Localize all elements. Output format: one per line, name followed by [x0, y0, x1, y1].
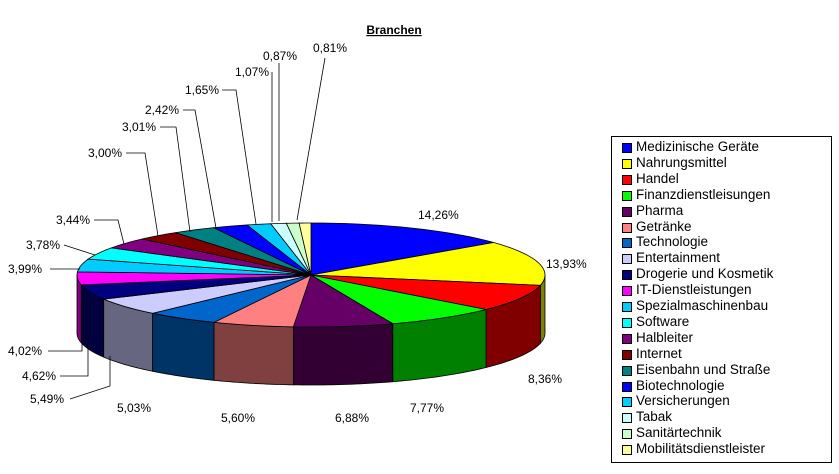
data-label-16: 1,65%: [185, 83, 219, 97]
slice-8: [80, 274, 312, 300]
legend-label: Nahrungsmittel: [636, 154, 727, 170]
legend-label: Spezialmaschinenbau: [636, 298, 769, 313]
legend-label: Sanitärtechnik: [636, 425, 722, 441]
legend-label: Biotechnologie: [636, 377, 725, 393]
data-label-0: 14,26%: [418, 208, 459, 222]
data-label-19: 0,81%: [313, 41, 347, 55]
data-label-11: 3,78%: [26, 238, 60, 252]
pie-tops: [76, 222, 546, 328]
slice-side-5: [213, 321, 294, 386]
leader-line-12: [94, 219, 125, 245]
data-label-12: 3,44%: [56, 213, 90, 227]
legend-swatch: [622, 254, 632, 265]
data-label-1: 13,93%: [546, 257, 587, 271]
data-label-9: 4,02%: [8, 344, 42, 358]
legend-label: Technologie: [636, 234, 709, 250]
legend-swatch: [622, 302, 632, 312]
legend-swatch: [622, 445, 632, 456]
legend-label: Finanzdienstleisungen: [636, 186, 771, 202]
legend-swatch: [622, 381, 632, 392]
leader-lines: [48, 57, 326, 400]
data-label-13: 3,00%: [88, 146, 122, 160]
legend-swatch: [622, 270, 632, 281]
legend-swatch: [622, 397, 632, 408]
legend-label: Medizinische Geräte: [636, 139, 760, 154]
slice-0: [310, 222, 494, 276]
legend-swatch: [622, 365, 632, 376]
legend-label: Software: [636, 313, 690, 329]
slice-side-9: [76, 274, 82, 345]
slice-side-1: [539, 274, 546, 345]
legend-label: Versicherungen: [636, 393, 730, 409]
leader-line-13: [126, 152, 159, 237]
leader-line-15: [183, 109, 217, 229]
legend-swatch: [622, 286, 632, 297]
legend-label: Pharma: [636, 202, 684, 218]
data-label-14: 3,01%: [122, 120, 156, 134]
chart-title: Branchen: [366, 23, 421, 37]
slice-12: [111, 238, 312, 276]
slice-6: [152, 274, 312, 323]
chart-legend: Medizinische Geräte Nahrungsmittel Handel F…: [611, 136, 832, 463]
legend-swatch: [622, 429, 632, 440]
legend-swatch: [622, 222, 632, 233]
leader-line-19: [296, 57, 326, 221]
data-label-3: 7,77%: [410, 401, 444, 415]
data-label-17: 1,07%: [235, 65, 269, 79]
data-labels: 14,26% 13,93% 8,36% 7,77% 6,88% 5,60% 5,03% 5,4…: [8, 41, 587, 425]
leader-line-16: [222, 89, 257, 225]
legend-label: Entertainment: [636, 250, 721, 266]
slice-side-6: [152, 312, 215, 381]
leader-line-7: [69, 356, 111, 400]
slice-11: [87, 247, 312, 276]
legend-swatch: [622, 206, 632, 217]
slice-1: [310, 242, 546, 286]
data-label-10: 3,99%: [8, 262, 42, 276]
legend-swatch: [622, 333, 632, 344]
data-label-4: 6,88%: [335, 411, 369, 425]
data-label-18: 0,87%: [263, 49, 297, 63]
legend-label: Drogerie und Kosmetik: [636, 266, 774, 282]
slice-19: [298, 222, 312, 276]
legend-label: Halbleiter: [636, 329, 694, 345]
slice-side-4: [292, 323, 394, 386]
slice-4: [292, 274, 395, 328]
legend-swatch: [622, 174, 632, 185]
data-label-7: 5,49%: [30, 392, 64, 406]
legend-label: Internet: [636, 345, 682, 361]
legend-swatch: [622, 158, 632, 169]
legend-label: Mobilitätsdienstleister: [636, 441, 766, 457]
slice-2: [310, 274, 542, 310]
slice-9: [76, 271, 312, 286]
slice-7: [103, 274, 312, 314]
legend-swatch: [622, 238, 632, 249]
legend-swatch: [622, 143, 632, 153]
legend-label: Eisenbahn und Straße: [636, 361, 771, 377]
slice-3: [310, 274, 487, 325]
legend-swatch: [622, 190, 632, 201]
data-label-8: 4,62%: [22, 369, 56, 383]
slice-5: [212, 274, 312, 328]
leader-line-8: [60, 300, 89, 377]
legend-swatch: [622, 349, 632, 360]
data-label-2: 8,36%: [528, 372, 562, 386]
data-label-6: 5,03%: [117, 401, 151, 415]
leader-line-14: [160, 126, 191, 233]
legend-label: Tabak: [636, 409, 673, 425]
data-label-15: 2,42%: [145, 103, 179, 117]
leader-line-11: [63, 244, 96, 256]
legend-swatch: [622, 317, 632, 328]
data-label-5: 5,60%: [221, 411, 255, 425]
legend-swatch: [622, 413, 632, 424]
leader-line-9: [48, 290, 83, 352]
legend-label: Handel: [636, 170, 679, 186]
legend-label: Getränke: [636, 218, 692, 234]
legend-label: IT-Dienstleistungen: [636, 282, 752, 298]
